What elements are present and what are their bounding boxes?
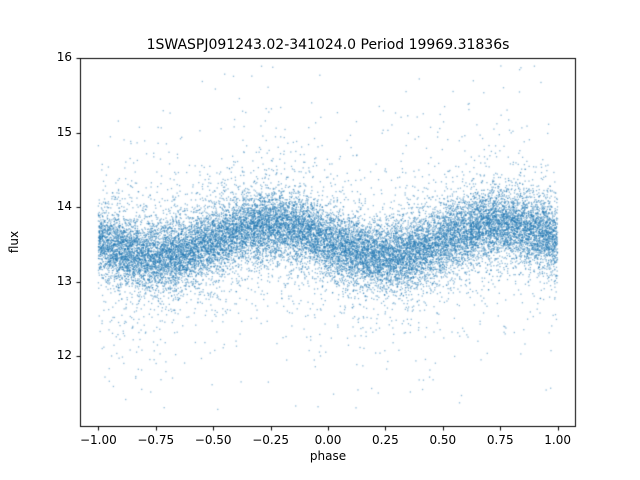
x-tick-label: −0.25: [252, 433, 289, 447]
y-tick-label: 14: [56, 199, 72, 214]
x-axis-label: phase: [309, 449, 347, 463]
x-tick-label: −0.50: [194, 433, 232, 447]
x-tick-label: 1.00: [544, 433, 571, 447]
x-tick-label: 0.00: [314, 433, 342, 447]
chart-title: 1SWASPJ091243.02-341024.0 Period 19969.3…: [146, 37, 510, 53]
y-tick-label: 15: [56, 124, 72, 139]
x-tick-label: 0.75: [486, 433, 514, 447]
y-axis-label: flux: [7, 230, 21, 254]
y-tick-label: 13: [56, 273, 72, 288]
x-tick-label: 0.50: [429, 433, 457, 447]
y-tick-label: 12: [56, 348, 72, 363]
x-tick-label: 0.25: [372, 433, 399, 447]
x-tick-label: −1.00: [79, 433, 117, 447]
x-tick-label: −0.75: [137, 433, 175, 447]
y-tick-label: 16: [56, 50, 72, 64]
